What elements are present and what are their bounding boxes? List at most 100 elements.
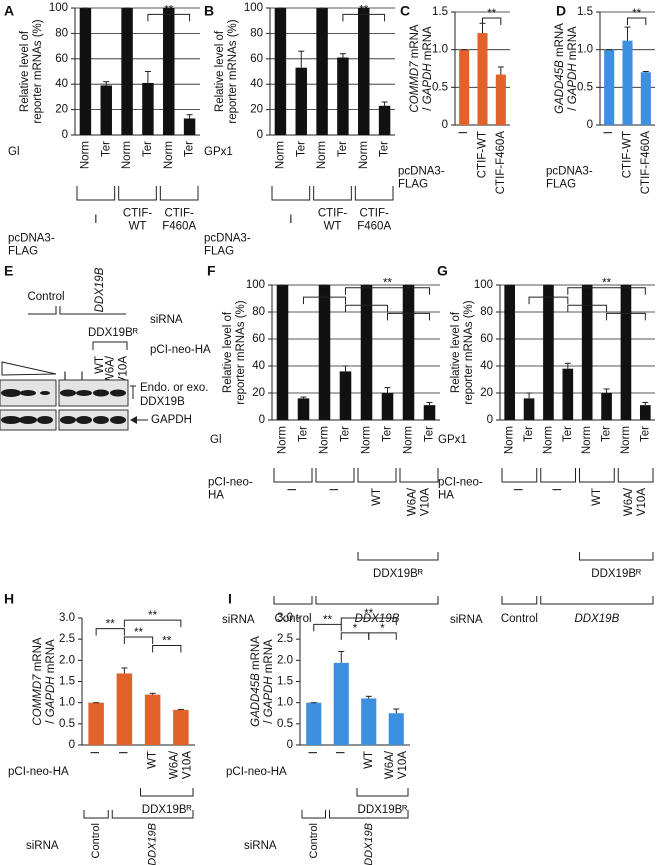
sirna-label: DDX19B bbox=[94, 267, 106, 312]
y-tick-label: 0.5 bbox=[432, 81, 448, 93]
plasmid-label: W6A/V10A bbox=[105, 355, 130, 384]
sirna-bracket bbox=[501, 596, 538, 605]
significance-bracket bbox=[606, 312, 646, 321]
x-tick-label: Ter bbox=[639, 426, 651, 442]
sirna-label: DDX19B bbox=[355, 613, 400, 625]
band-label: DDX19B bbox=[140, 396, 185, 408]
row-label: GPx1 bbox=[438, 434, 467, 446]
bar bbox=[295, 67, 307, 135]
sirna-bracket bbox=[315, 596, 439, 605]
group-label: CTIF-WT bbox=[123, 208, 153, 233]
y-axis-label: / GAPDH mRNA bbox=[263, 639, 275, 724]
bar bbox=[116, 673, 133, 745]
y-tick-label: 60 bbox=[480, 333, 493, 345]
x-title: pCI-neo-HA bbox=[438, 477, 483, 502]
significance-bracket bbox=[345, 287, 430, 295]
rescue-label: DDX19Bᴿ bbox=[88, 327, 138, 339]
significance-label: ** bbox=[383, 278, 392, 290]
blot-band bbox=[93, 416, 109, 424]
rescue-label: DDX19Bᴿ bbox=[358, 804, 408, 816]
sirna-bracket bbox=[28, 306, 126, 315]
significance-label: * bbox=[624, 303, 629, 315]
significance-label: ** bbox=[134, 627, 143, 639]
rescue-label: DDX19Bᴿ bbox=[373, 568, 423, 580]
x-tick-label: I bbox=[118, 751, 130, 754]
sirna-title: siRNA bbox=[26, 840, 59, 852]
x-tick-label: Ter bbox=[523, 426, 535, 442]
significance-bracket bbox=[147, 13, 191, 22]
x-tick-label: Ter bbox=[424, 426, 436, 442]
y-tick-label: 80 bbox=[480, 306, 493, 318]
significance-label: * bbox=[380, 623, 385, 635]
significance-bracket bbox=[345, 304, 388, 313]
y-tick-label: 0 bbox=[287, 739, 293, 751]
x-title: pcDNA3-FLAG bbox=[546, 166, 593, 191]
significance-label: ** bbox=[487, 8, 496, 20]
y-tick-label: 60 bbox=[55, 53, 68, 65]
rescue-bracket bbox=[579, 552, 654, 561]
y-tick-label: 2.0 bbox=[59, 654, 75, 666]
x-tick-label: Norm bbox=[403, 426, 415, 454]
x-tick-label: CTIF-WT bbox=[477, 131, 489, 178]
y-axis-label: Relative level of bbox=[222, 311, 234, 393]
x-title: pcDNA3-FLAG bbox=[398, 166, 445, 191]
x-tick-label: I bbox=[603, 131, 615, 134]
bar bbox=[604, 49, 615, 125]
blot-band bbox=[20, 390, 36, 396]
band-label: GAPDH bbox=[151, 414, 192, 426]
x-tick-label: I bbox=[308, 751, 320, 754]
band-label: Endo. or exo. bbox=[140, 382, 208, 394]
sirna-label: Control bbox=[274, 613, 311, 625]
x-title: pCI-neo-HA bbox=[208, 477, 253, 502]
blot-band bbox=[93, 389, 109, 397]
plasmid-label: I bbox=[63, 371, 66, 383]
rescue-label: DDX19Bᴿ bbox=[591, 568, 641, 580]
y-tick-label: 100 bbox=[244, 2, 263, 14]
group-label: I bbox=[94, 214, 97, 226]
y-tick-label: 0 bbox=[257, 129, 263, 141]
sirna-label: Control bbox=[308, 823, 320, 858]
y-tick-label: 0 bbox=[259, 414, 265, 426]
x-tick-label: CTIF-F460A bbox=[640, 131, 652, 195]
y-axis-label: COMMD7 mRNA bbox=[409, 24, 421, 113]
group-label: W6A/V10A bbox=[623, 487, 648, 516]
sirna-bracket bbox=[301, 810, 326, 819]
bar bbox=[358, 8, 370, 135]
bar bbox=[640, 72, 651, 125]
rescue-bracket bbox=[357, 552, 439, 561]
bar bbox=[381, 393, 394, 420]
significance-label: ** bbox=[364, 608, 373, 620]
x-tick-label: Norm bbox=[358, 141, 370, 169]
x-tick-label: I bbox=[335, 751, 347, 754]
y-axis-label: GADD45B mRNA bbox=[250, 636, 262, 727]
x-tick-label: Norm bbox=[274, 141, 286, 169]
y-axis-label: / GAPDH mRNA bbox=[45, 639, 57, 724]
bar bbox=[173, 709, 189, 745]
bar bbox=[79, 8, 92, 135]
y-axis-label: reporter mRNAs (%) bbox=[235, 300, 247, 404]
x-tick-label: Norm bbox=[620, 426, 632, 454]
group-label: I bbox=[289, 214, 292, 226]
sirna-bracket bbox=[83, 810, 109, 819]
y-tick-label: 0 bbox=[442, 119, 448, 131]
x-tick-label: Ter bbox=[340, 426, 352, 442]
x-tick-label: Norm bbox=[121, 141, 133, 169]
y-axis-label: / GAPDH mRNA bbox=[422, 26, 434, 111]
x-tick-label: Ter bbox=[601, 426, 613, 442]
bar bbox=[504, 285, 516, 420]
y-tick-label: 80 bbox=[55, 27, 68, 39]
group-label: WT bbox=[371, 488, 383, 506]
y-axis-label: Relative level of bbox=[450, 311, 462, 393]
y-tick-label: 20 bbox=[250, 104, 263, 116]
panel-letter: H bbox=[4, 591, 14, 607]
bar bbox=[562, 368, 574, 420]
x-tick-label: Norm bbox=[361, 426, 373, 454]
y-tick-label: 80 bbox=[250, 27, 263, 39]
bar bbox=[620, 285, 632, 420]
group-bracket bbox=[399, 468, 439, 483]
significance-bracket bbox=[627, 17, 647, 26]
blot-band bbox=[1, 389, 21, 397]
significance-bracket bbox=[123, 619, 182, 628]
